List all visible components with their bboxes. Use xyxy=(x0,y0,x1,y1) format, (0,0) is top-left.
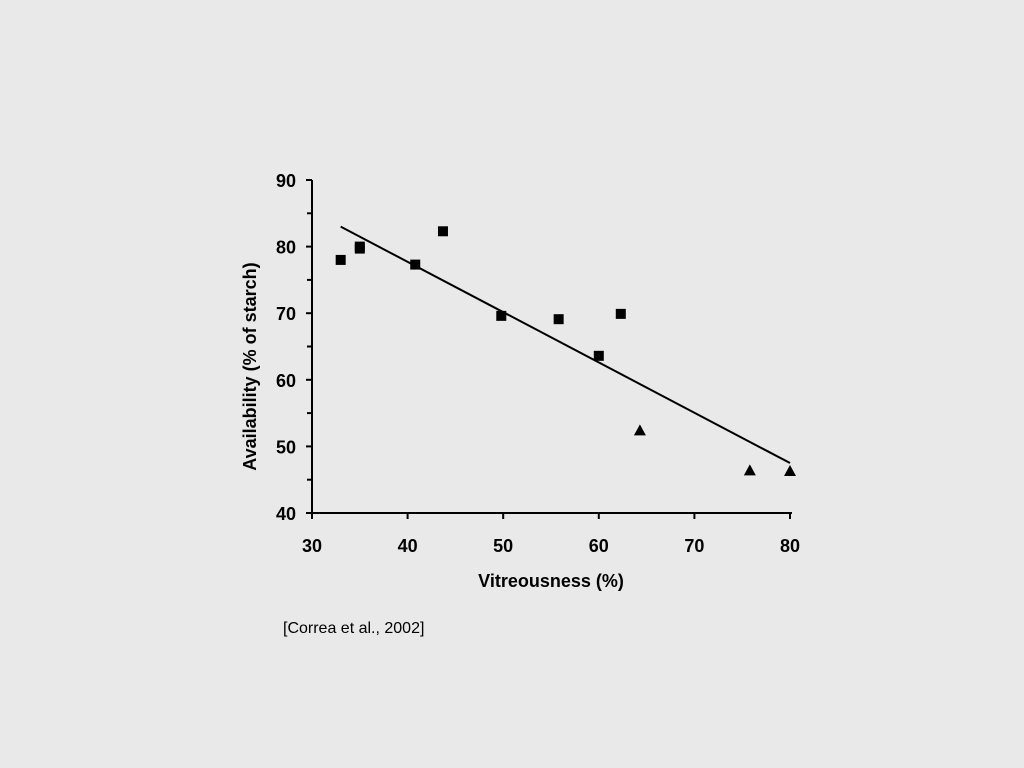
square-point xyxy=(615,308,626,319)
citation-text: [Correa et al., 2002] xyxy=(283,620,425,637)
x-axis-title: Vitreousness (%) xyxy=(478,571,624,591)
trendline xyxy=(340,225,791,464)
data-points xyxy=(335,226,796,477)
y-axis-title: Availability (% of starch) xyxy=(240,262,260,470)
y-tick-label: 90 xyxy=(276,171,296,191)
trendline-group xyxy=(340,225,791,464)
y-tick-label: 50 xyxy=(276,437,296,457)
x-tick-label: 70 xyxy=(684,536,704,556)
square-point xyxy=(335,254,346,265)
y-tick-label: 80 xyxy=(276,238,296,258)
y-tick-label: 60 xyxy=(276,371,296,391)
x-tick-label: 60 xyxy=(589,536,609,556)
square-point xyxy=(410,259,421,270)
triangle-point xyxy=(743,464,756,476)
square-point xyxy=(437,226,448,237)
square-point xyxy=(354,243,365,254)
triangle-point xyxy=(784,465,796,477)
triangle-point xyxy=(633,424,646,436)
x-tick-label: 40 xyxy=(398,536,418,556)
x-tick-label: 30 xyxy=(302,536,322,556)
scatter-chart: 40 50 60 70 80 90 30 40 50 60 70 80 Vitreousness (… xyxy=(240,171,800,591)
square-point xyxy=(496,310,507,321)
y-axis-ticks: 40 50 60 70 80 90 xyxy=(276,171,312,524)
x-tick-label: 50 xyxy=(493,536,513,556)
x-axis-ticks: 30 40 50 60 70 80 xyxy=(302,513,800,556)
y-tick-label: 40 xyxy=(276,504,296,524)
square-point xyxy=(553,314,564,325)
square-point xyxy=(593,350,604,361)
y-tick-label: 70 xyxy=(276,304,296,324)
x-tick-label: 80 xyxy=(780,536,800,556)
